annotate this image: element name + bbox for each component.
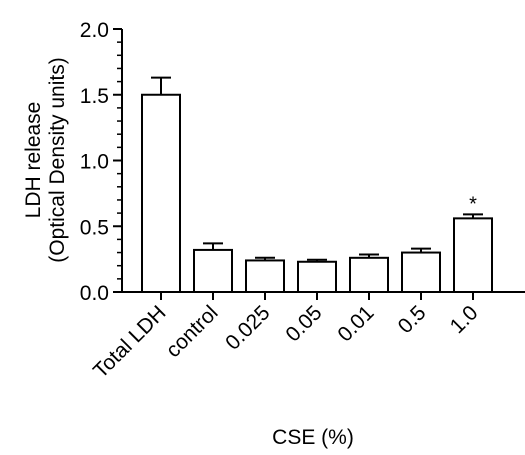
y-tick-label: 2.0 xyxy=(80,19,109,42)
bar xyxy=(141,93,181,293)
x-tick-label: 1.0 xyxy=(446,301,483,338)
x-tick-label: 0.5 xyxy=(394,301,431,338)
y-axis-label-line-2: (Optical Density units) xyxy=(46,57,69,262)
y-tick-label: 1.0 xyxy=(80,151,109,174)
y-axis-label: LDH release (Optical Density units) xyxy=(22,57,69,262)
x-tick-label: Total LDH xyxy=(89,301,170,382)
bars: * xyxy=(141,76,493,294)
y-axis: 0.0 0.5 1.0 1.5 2.0 xyxy=(80,19,123,305)
bar xyxy=(297,260,337,294)
y-tick-label: 1.5 xyxy=(80,85,109,108)
bar xyxy=(193,248,233,293)
x-tick-label: control xyxy=(162,301,223,362)
x-tick-label: 0.05 xyxy=(281,301,326,346)
bar xyxy=(401,251,441,294)
x-tick-label: 0.01 xyxy=(333,301,378,346)
y-tick-label: 0.5 xyxy=(80,216,109,239)
bar xyxy=(245,259,285,294)
significance-annotation: * xyxy=(469,193,477,215)
y-axis-label-line-1: LDH release xyxy=(22,102,45,219)
x-axis-label: CSE (%) xyxy=(272,426,354,449)
y-tick-label: 0.0 xyxy=(80,282,109,305)
bar xyxy=(453,217,493,293)
x-tick-label: 0.025 xyxy=(221,301,274,354)
bar xyxy=(349,256,389,293)
